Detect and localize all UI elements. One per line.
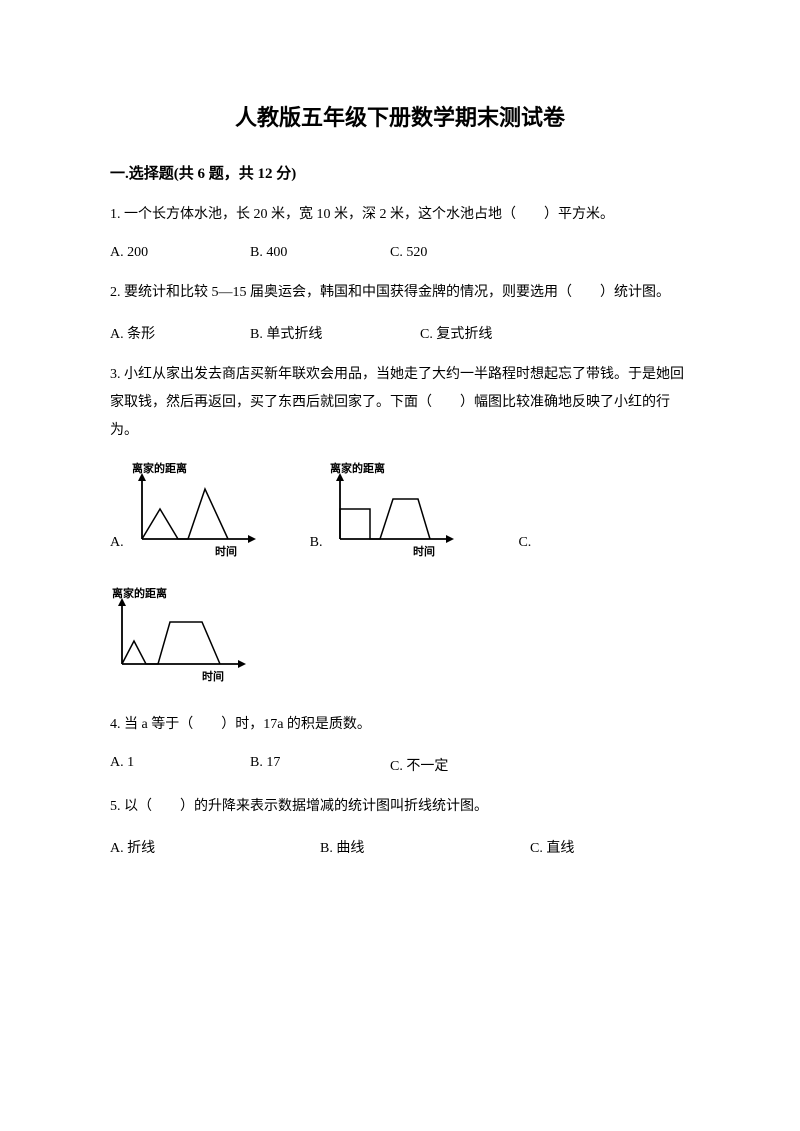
q2-option-b: B. 单式折线	[250, 323, 420, 343]
chart-b-ylabel: 离家的距离	[330, 461, 385, 475]
question-4: 4. 当 a 等于（ ）时，17a 的积是质数。	[110, 711, 690, 739]
q1-option-c: C. 520	[390, 245, 427, 261]
q5-option-c: C. 直线	[530, 837, 574, 857]
question-2-options: A. 条形 B. 单式折线 C. 复式折线	[110, 323, 690, 343]
chart-b-xarrow	[446, 535, 454, 543]
chart-c-svg: 离家的距离 时间	[110, 586, 260, 686]
q1-option-b: B. 400	[250, 245, 390, 261]
question-2: 2. 要统计和比较 5—15 届奥运会，韩国和中国获得金牌的情况，则要选用（ ）…	[110, 279, 690, 307]
chart-a-line	[142, 489, 228, 539]
chart-a-ylabel: 离家的距离	[132, 461, 187, 475]
question-5: 5. 以（ ）的升降来表示数据增减的统计图叫折线统计图。	[110, 793, 690, 821]
chart-a-svg: 离家的距离 时间	[130, 461, 270, 561]
chart-c-xarrow	[238, 660, 246, 668]
chart-a-wrap: A. 离家的距离 时间	[110, 461, 270, 566]
q5-option-a: A. 折线	[110, 837, 320, 857]
chart-b-line	[340, 499, 430, 539]
section-header: 一.选择题(共 6 题，共 12 分)	[110, 162, 690, 183]
question-4-options: A. 1 B. 17 C. 不一定	[110, 755, 690, 775]
question-1-options: A. 200 B. 400 C. 520	[110, 245, 690, 261]
chart-a-xlabel: 时间	[215, 544, 237, 558]
q4-option-c: C. 不一定	[390, 755, 448, 775]
q1-option-a: A. 200	[110, 245, 250, 261]
chart-b-label: B.	[310, 535, 323, 551]
chart-c-wrap: 离家的距离 时间	[110, 586, 260, 691]
chart-a-label: A.	[110, 535, 124, 551]
chart-c-xlabel: 时间	[202, 669, 224, 683]
chart-c: 离家的距离 时间	[110, 586, 260, 691]
chart-c-ylabel: 离家的距离	[112, 586, 167, 600]
q5-option-b: B. 曲线	[320, 837, 530, 857]
question-3: 3. 小红从家出发去商店买新年联欢会用品，当她走了大约一半路程时想起忘了带钱。于…	[110, 361, 690, 445]
charts-row-1: A. 离家的距离 时间 B. 离家的距离 时间	[110, 461, 690, 566]
chart-b-wrap: B. 离家的距离 时间 C.	[310, 461, 532, 566]
q4-option-b: B. 17	[250, 755, 390, 775]
chart-a: 离家的距离 时间	[130, 461, 270, 566]
chart-b-svg: 离家的距离 时间	[328, 461, 468, 561]
question-5-options: A. 折线 B. 曲线 C. 直线	[110, 837, 690, 857]
chart-c-line	[122, 622, 220, 664]
charts-row-2: 离家的距离 时间	[110, 586, 690, 691]
page-title: 人教版五年级下册数学期末测试卷	[110, 100, 690, 132]
chart-a-xarrow	[248, 535, 256, 543]
chart-b: 离家的距离 时间	[328, 461, 468, 566]
q2-option-a: A. 条形	[110, 323, 250, 343]
q2-option-c: C. 复式折线	[420, 323, 492, 343]
chart-b-xlabel: 时间	[413, 544, 435, 558]
q4-option-a: A. 1	[110, 755, 250, 775]
question-1: 1. 一个长方体水池，长 20 米，宽 10 米，深 2 米，这个水池占地（ ）…	[110, 201, 690, 229]
chart-c-label: C.	[518, 535, 531, 551]
